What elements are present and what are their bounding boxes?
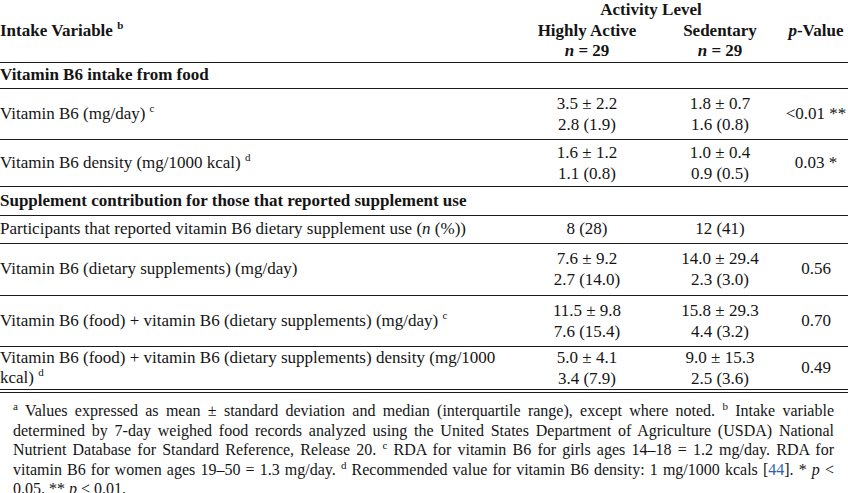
cell-sedentary: 1.0 ± 0.40.9 (0.5) — [656, 139, 784, 186]
table-header-group-row: Intake Variable b Activity Level p-Value — [0, 0, 848, 20]
row-label-participants: Participants that reported vitamin B6 di… — [0, 215, 518, 243]
table-row: Vitamin B6 (food) + vitamin B6 (dietary … — [0, 346, 848, 391]
cell-p-value: 0.03 * — [784, 139, 848, 186]
nutrient-intake-table: Intake Variable b Activity Level p-Value… — [0, 0, 848, 393]
citation-link-44[interactable]: 44 — [768, 461, 784, 478]
row-label-b6-food-plus-supplements: Vitamin B6 (food) + vitamin B6 (dietary … — [0, 295, 518, 346]
cell-highly-active: 5.0 ± 4.13.4 (7.9) — [518, 346, 656, 391]
cell-highly-active: 3.5 ± 2.22.8 (1.9) — [518, 88, 656, 139]
cell-p-value: 0.49 — [784, 346, 848, 391]
footnote-marker-b: b — [117, 19, 123, 31]
cell-p-value: 0.70 — [784, 295, 848, 346]
cell-highly-active: 7.6 ± 9.22.7 (14.0) — [518, 243, 656, 295]
row-label-b6-supplements: Vitamin B6 (dietary supplements) (mg/day… — [0, 243, 518, 295]
footnote-marker-d: d — [38, 366, 44, 378]
table-row: Vitamin B6 (mg/day) c 3.5 ± 2.22.8 (1.9)… — [0, 88, 848, 139]
cell-highly-active: 8 (28) — [518, 215, 656, 243]
cell-sedentary: 14.0 ± 29.42.3 (3.0) — [656, 243, 784, 295]
table-row: Vitamin B6 density (mg/1000 kcal) d 1.6 … — [0, 139, 848, 186]
column-header-p-value: p-Value — [784, 0, 848, 62]
column-group-activity-level: Activity Level — [518, 0, 784, 20]
column-header-highly-active: Highly Activen = 29 — [518, 20, 656, 62]
column-header-sedentary: Sedentaryn = 29 — [656, 20, 784, 62]
column-header-intake-variable: Intake Variable b — [0, 0, 518, 62]
cell-sedentary: 9.0 ± 15.32.5 (3.6) — [656, 346, 784, 391]
table-row: Vitamin B6 (food) + vitamin B6 (dietary … — [0, 295, 848, 346]
row-label-b6-food-plus-supplements-density: Vitamin B6 (food) + vitamin B6 (dietary … — [0, 346, 518, 391]
row-label-b6-density: Vitamin B6 density (mg/1000 kcal) d — [0, 139, 518, 186]
cell-sedentary: 15.8 ± 29.34.4 (3.2) — [656, 295, 784, 346]
section-row-food-intake: Vitamin B6 intake from food — [0, 62, 848, 88]
cell-highly-active: 11.5 ± 9.87.6 (15.4) — [518, 295, 656, 346]
footnote-marker-d: d — [245, 151, 251, 163]
row-label-b6-food: Vitamin B6 (mg/day) c — [0, 88, 518, 139]
cell-highly-active: 1.6 ± 1.21.1 (0.8) — [518, 139, 656, 186]
intake-variable-label: Intake Variable — [0, 21, 113, 40]
cell-sedentary: 12 (41) — [656, 215, 784, 243]
footnote-marker-c: c — [150, 102, 155, 114]
table-footnotes: a Values expressed as mean ± standard de… — [0, 401, 848, 493]
section-header-food-intake: Vitamin B6 intake from food — [0, 62, 848, 88]
cell-p-value: <0.01 ** — [784, 88, 848, 139]
section-row-supplement: Supplement contribution for those that r… — [0, 186, 848, 215]
section-header-supplement: Supplement contribution for those that r… — [0, 186, 848, 215]
cell-p-value: 0.56 — [784, 243, 848, 295]
table-row: Participants that reported vitamin B6 di… — [0, 215, 848, 243]
cell-p-value — [784, 215, 848, 243]
table-row: Vitamin B6 (dietary supplements) (mg/day… — [0, 243, 848, 295]
footnote-marker-c: c — [442, 309, 447, 321]
cell-sedentary: 1.8 ± 0.71.6 (0.8) — [656, 88, 784, 139]
